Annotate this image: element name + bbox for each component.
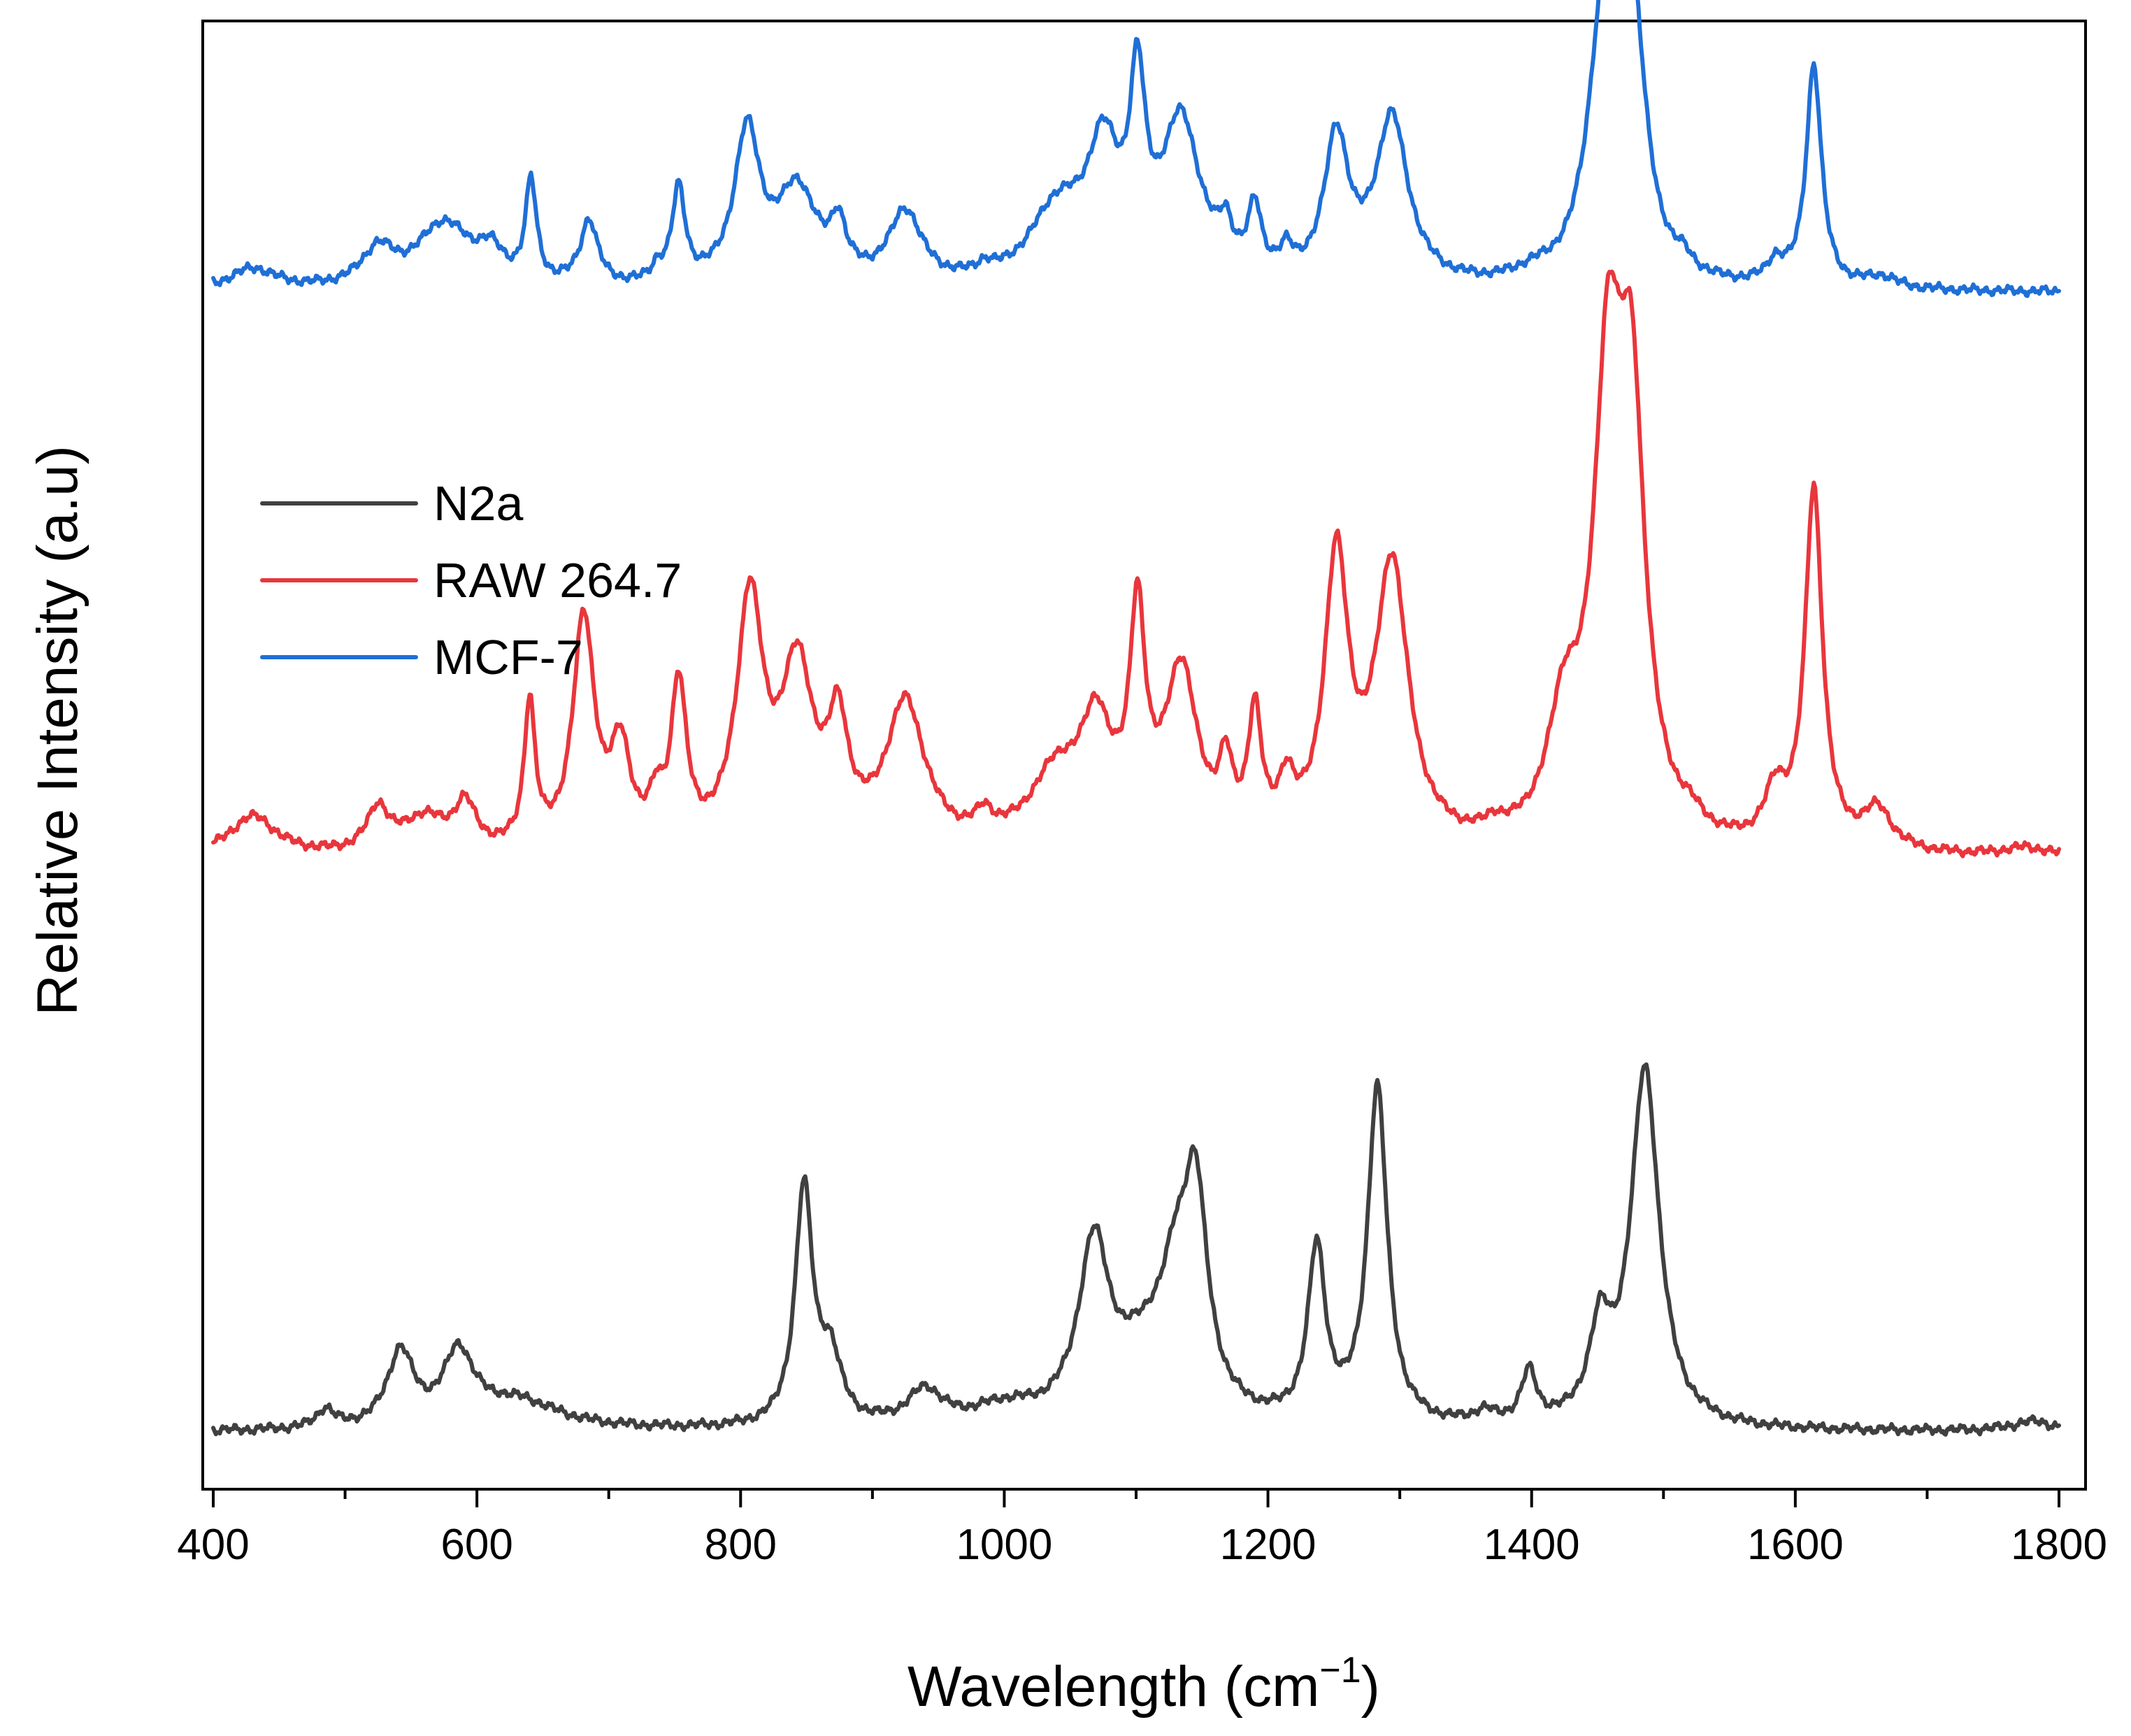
x-axis-ticks: 400 600 800 1000 1200 1400 1600 1800 xyxy=(177,1489,2107,1569)
x-tick-label-1200: 1200 xyxy=(1220,1521,1316,1569)
x-axis-title-main: Wavelength (cm xyxy=(907,1655,1319,1719)
x-axis-title-end: ) xyxy=(1361,1655,1380,1719)
series-group xyxy=(211,0,2061,1437)
series-line-raw-264-7 xyxy=(211,269,2061,859)
x-tick-label-400: 400 xyxy=(177,1521,249,1569)
x-axis-title: Wavelength (cm−1) xyxy=(907,1650,1380,1719)
legend-label-mcf-7: MCF-7 xyxy=(433,630,583,684)
legend-label-n2a: N2a xyxy=(433,476,523,531)
x-tick-label-1400: 1400 xyxy=(1484,1521,1580,1569)
x-tick-label-1000: 1000 xyxy=(956,1521,1052,1569)
y-axis-title: Relative Intensity (a.u) xyxy=(26,445,89,1016)
x-tick-label-800: 800 xyxy=(705,1521,777,1569)
legend-label-raw-264-7: RAW 264.7 xyxy=(433,553,682,608)
x-tick-label-600: 600 xyxy=(440,1521,512,1569)
x-tick-label-1600: 1600 xyxy=(1747,1521,1844,1569)
series-line-mcf-7 xyxy=(211,0,2061,299)
series-line-n2a xyxy=(211,1062,2061,1437)
legend: N2a RAW 264.7 MCF-7 xyxy=(260,476,682,684)
x-tick-label-1800: 1800 xyxy=(2011,1521,2107,1569)
plot-frame xyxy=(201,20,2087,1491)
x-axis-title-superscript: −1 xyxy=(1319,1650,1361,1691)
